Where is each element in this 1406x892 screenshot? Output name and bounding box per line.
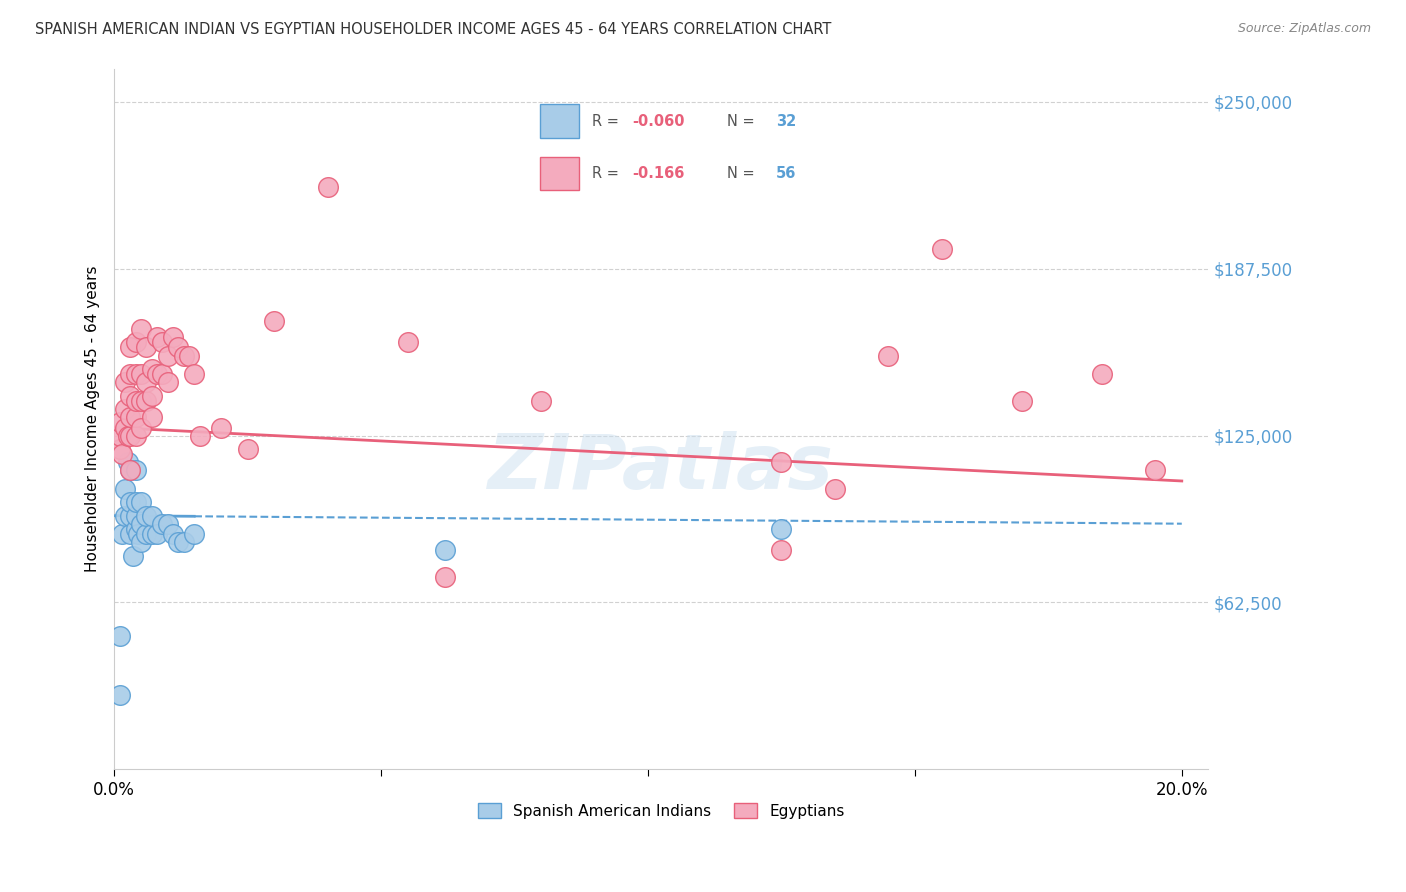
- Point: [120, 368, 142, 382]
- Point: [167, 535, 190, 549]
- Point: [114, 401, 136, 416]
- Text: SPANISH AMERICAN INDIAN VS EGYPTIAN HOUSEHOLDER INCOME AGES 45 - 64 YEARS CORREL: SPANISH AMERICAN INDIAN VS EGYPTIAN HOUS…: [35, 22, 831, 37]
- Point: [120, 463, 142, 477]
- Point: [316, 180, 339, 194]
- Text: ZIPatlas: ZIPatlas: [488, 431, 834, 505]
- Point: [122, 549, 145, 563]
- Point: [150, 368, 173, 382]
- Point: [117, 455, 139, 469]
- Point: [135, 508, 157, 523]
- Point: [129, 495, 152, 509]
- Point: [146, 527, 169, 541]
- Point: [173, 535, 195, 549]
- Point: [124, 393, 146, 408]
- Point: [120, 495, 142, 509]
- Point: [129, 420, 152, 434]
- Point: [135, 527, 157, 541]
- Point: [114, 482, 136, 496]
- Point: [124, 368, 146, 382]
- Point: [127, 527, 149, 541]
- Point: [114, 420, 136, 434]
- Point: [162, 527, 184, 541]
- Point: [183, 527, 205, 541]
- Point: [120, 341, 142, 355]
- Point: [111, 447, 134, 461]
- Point: [129, 516, 152, 531]
- Point: [120, 527, 142, 541]
- Point: [120, 388, 142, 402]
- Point: [124, 463, 146, 477]
- Point: [150, 516, 173, 531]
- Point: [770, 455, 793, 469]
- Point: [236, 442, 259, 456]
- Point: [120, 428, 142, 442]
- Point: [162, 330, 184, 344]
- Point: [824, 482, 846, 496]
- Point: [263, 314, 285, 328]
- Point: [108, 415, 131, 429]
- Point: [141, 362, 163, 376]
- Point: [120, 409, 142, 424]
- Point: [209, 420, 232, 434]
- Point: [124, 495, 146, 509]
- Point: [129, 535, 152, 549]
- Point: [111, 527, 134, 541]
- Point: [120, 463, 142, 477]
- Point: [141, 527, 163, 541]
- Point: [146, 368, 169, 382]
- Point: [770, 522, 793, 536]
- Point: [117, 428, 139, 442]
- Point: [135, 341, 157, 355]
- Point: [156, 375, 179, 389]
- Point: [141, 409, 163, 424]
- Point: [183, 368, 205, 382]
- Point: [124, 335, 146, 350]
- Y-axis label: Householder Income Ages 45 - 64 years: Householder Income Ages 45 - 64 years: [86, 266, 100, 572]
- Point: [396, 335, 419, 350]
- Point: [114, 508, 136, 523]
- Point: [124, 409, 146, 424]
- Point: [150, 335, 173, 350]
- Point: [167, 341, 190, 355]
- Point: [129, 393, 152, 408]
- Point: [108, 442, 131, 456]
- Point: [141, 388, 163, 402]
- Point: [1144, 463, 1167, 477]
- Point: [188, 428, 211, 442]
- Point: [1011, 393, 1033, 408]
- Point: [135, 375, 157, 389]
- Point: [120, 508, 142, 523]
- Point: [124, 522, 146, 536]
- Point: [173, 349, 195, 363]
- Point: [146, 330, 169, 344]
- Point: [124, 508, 146, 523]
- Point: [135, 393, 157, 408]
- Point: [141, 508, 163, 523]
- Point: [434, 570, 457, 584]
- Point: [124, 428, 146, 442]
- Point: [108, 428, 131, 442]
- Point: [434, 543, 457, 558]
- Point: [1091, 368, 1114, 382]
- Text: Source: ZipAtlas.com: Source: ZipAtlas.com: [1237, 22, 1371, 36]
- Point: [770, 543, 793, 558]
- Point: [114, 375, 136, 389]
- Point: [877, 349, 900, 363]
- Point: [530, 393, 553, 408]
- Point: [129, 368, 152, 382]
- Point: [108, 688, 131, 702]
- Point: [156, 349, 179, 363]
- Point: [108, 629, 131, 643]
- Legend: Spanish American Indians, Egyptians: Spanish American Indians, Egyptians: [472, 797, 851, 825]
- Point: [177, 349, 200, 363]
- Point: [931, 242, 953, 256]
- Point: [129, 322, 152, 336]
- Point: [156, 516, 179, 531]
